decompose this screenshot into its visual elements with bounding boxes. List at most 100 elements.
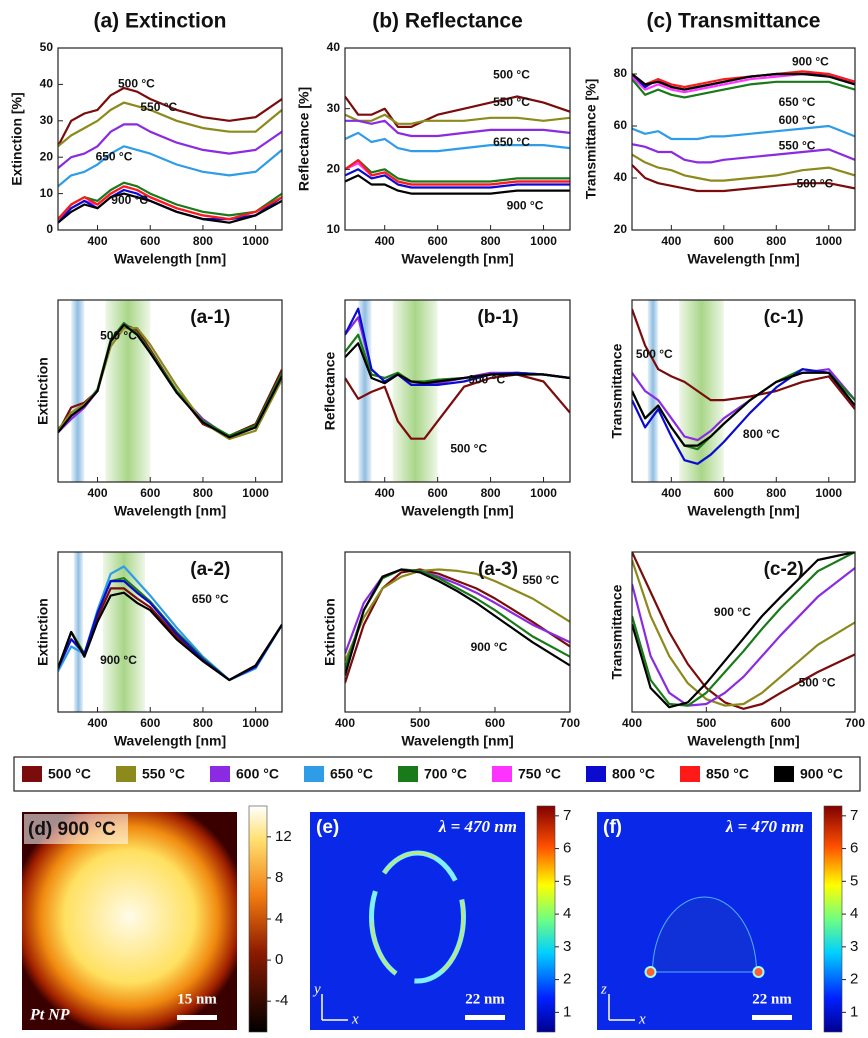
plot [345,97,570,194]
y-tick-label: 50 [40,40,54,54]
hotspot [754,967,764,977]
x-tick-label: 800 [766,486,786,500]
y-axis-label: Reflectance [%] [296,87,312,191]
colorbar-tick-label: 3 [563,938,571,955]
colorbar-tick-label: 0 [275,951,283,968]
y-axis-label: Transmittance [%] [583,79,599,200]
colorbar-tick-label: 4 [563,905,571,922]
legend-swatch [304,766,324,782]
x-axis-label: Wavelength [nm] [401,251,513,267]
series-line [345,133,570,151]
x-tick-label: 400 [88,716,108,730]
y-tick-label: 30 [40,113,54,127]
annotation: 550 °C [140,100,177,114]
y-tick-label: 10 [40,186,54,200]
colorbar [824,806,842,1032]
image-label: (e) [316,817,339,838]
colorbar-tick-label: 6 [850,840,858,857]
x-tick-label: 600 [140,716,160,730]
annotation: 900 °C [100,653,137,667]
scale-label: 22 nm [465,991,505,1007]
colorbar-tick-label: 1 [563,1003,571,1020]
x-tick-label: 1000 [815,486,842,500]
highlight-band [74,552,83,712]
x-tick-label: 400 [622,716,642,730]
legend-label: 850 °C [706,766,749,782]
image-label: (d) 900 °C [28,819,116,840]
legend-label: 750 °C [518,766,561,782]
panel-title: (a-3) [478,559,518,580]
annotation: 800 °C [743,427,780,441]
figure: 400600800100001020304050Wavelength [nm]E… [0,0,868,1038]
colorbar-tick-label: 12 [275,828,292,845]
highlight-band [679,300,724,482]
x-tick-label: 600 [714,486,734,500]
annotation: 900 °C [792,55,829,69]
annotation: 650 °C [493,135,530,149]
axis-name: z [600,981,607,997]
y-axis-label: Transmittance [609,343,625,438]
scale-bar [752,1015,792,1020]
y-tick-label: 40 [327,40,341,54]
scale-label: 15 nm [177,991,217,1007]
annotation: 650 °C [779,95,816,109]
y-tick-label: 80 [614,66,628,80]
x-tick-label: 800 [481,234,501,248]
legend-swatch [210,766,230,782]
plot [58,300,282,482]
panel-title: (c) Transmittance [647,10,821,33]
colorbar [537,806,555,1032]
colorbar-tick-label: 5 [563,872,571,889]
x-axis-label: Wavelength [nm] [114,733,226,749]
x-axis-label: Wavelength [nm] [401,733,513,749]
scale-bar [177,1015,217,1020]
x-axis-label: Wavelength [nm] [687,733,799,749]
colorbar-tick-label: 6 [563,840,571,857]
wavelength-label: λ = 470 nm [438,817,517,836]
y-axis-label: Reflectance [322,351,338,430]
panel-title: (a-2) [190,559,230,580]
annotation: 550 °C [522,573,559,587]
highlight-band [71,300,84,482]
x-axis-label: Wavelength [nm] [687,251,799,267]
legend-label: 900 °C [800,766,843,782]
axis-name: x [638,1011,646,1027]
y-axis-label: Extinction [35,598,51,666]
legend-label: 650 °C [330,766,373,782]
legend-swatch [22,766,42,782]
legend-swatch [586,766,606,782]
sample-label: Pt NP [29,1007,70,1024]
series-line [58,194,282,223]
annotation: 500 °C [450,441,487,455]
legend-swatch [116,766,136,782]
y-axis-label: Extinction [322,598,338,666]
series-line [345,375,570,439]
annotation: 550 °C [779,138,816,152]
plot-frame [632,300,855,482]
colorbar-tick-label: 5 [850,872,858,889]
series-line [58,146,282,186]
x-tick-label: 800 [193,486,213,500]
y-tick-label: 0 [46,222,53,236]
y-tick-label: 20 [327,162,341,176]
y-tick-label: 40 [40,77,54,91]
legend-swatch [492,766,512,782]
x-axis-label: Wavelength [nm] [401,503,513,519]
x-tick-label: 1000 [815,234,842,248]
annotation: 650 °C [192,592,229,606]
colorbar-tick-label: 1 [850,1003,858,1020]
y-tick-label: 30 [327,101,341,115]
annotation: 650 °C [96,149,133,163]
colorbar-tick-label: 4 [850,905,858,922]
x-tick-label: 600 [714,234,734,248]
annotation: 500 °C [493,67,530,81]
panel-title: (a-1) [190,307,230,328]
plot [58,552,282,712]
x-tick-label: 800 [193,716,213,730]
series-line [58,323,282,436]
y-tick-label: 10 [327,222,341,236]
x-tick-label: 600 [428,234,448,248]
image-label: (f) [603,817,622,838]
legend-swatch [398,766,418,782]
legend-swatch [774,766,794,782]
